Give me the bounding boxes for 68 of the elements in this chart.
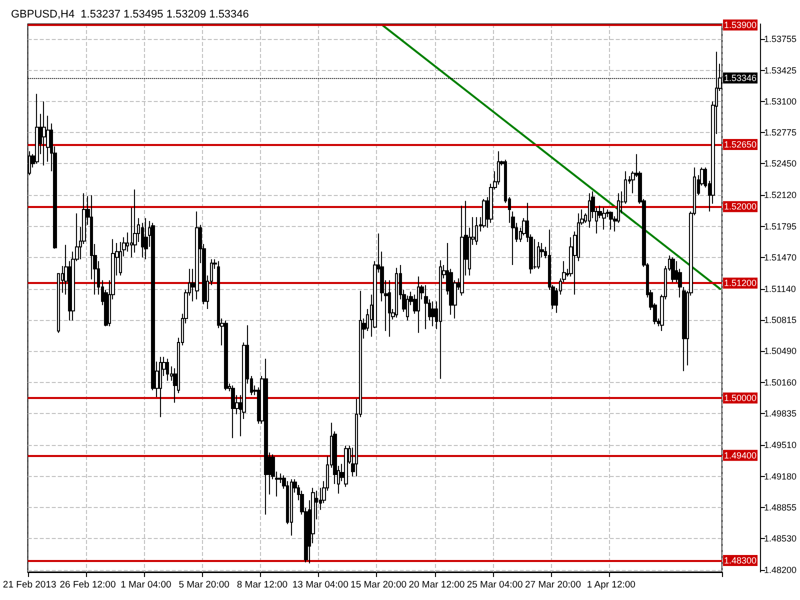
- candlestick: [290, 478, 293, 536]
- candlestick: [141, 222, 144, 258]
- x-tick-label: 20 Mar 12:00: [408, 580, 465, 590]
- x-tick-label: 27 Mar 20:00: [525, 580, 581, 590]
- y-tick-label: 1.50815: [764, 314, 797, 325]
- candlestick: [431, 300, 435, 327]
- candlestick: [475, 216, 478, 246]
- candlestick: [609, 210, 613, 230]
- candlestick: [602, 207, 606, 230]
- y-tick-label: 1.48530: [764, 534, 797, 544]
- candlestick: [166, 358, 169, 382]
- candlestick: [159, 356, 162, 418]
- ref-line-label: 1.53900: [724, 20, 757, 30]
- candlestick: [133, 188, 137, 254]
- x-tick-label: 21 Feb 2013: [2, 580, 56, 590]
- y-tick-label: 1.52120: [764, 190, 797, 200]
- x-tick-label: 25 Mar 04:00: [466, 580, 523, 590]
- y-tick-label: 1.49510: [764, 440, 797, 450]
- candlestick: [671, 256, 675, 283]
- x-tick-label: 13 Mar 04:00: [292, 580, 348, 590]
- x-tick-label: 8 Mar 12:00: [236, 580, 288, 590]
- y-tick-label: 1.49835: [764, 408, 797, 419]
- candlestick: [231, 385, 235, 439]
- y-tick-label: 1.48200: [764, 565, 797, 576]
- candlestick: [388, 280, 391, 338]
- candlestick: [533, 238, 537, 270]
- candlestick: [395, 267, 398, 318]
- candlestick: [119, 242, 122, 276]
- ref-line-label: 1.48300: [724, 556, 757, 566]
- y-tick-label: 1.52450: [764, 158, 797, 169]
- y-tick-label: 1.51140: [764, 284, 796, 294]
- candlestick: [344, 445, 348, 488]
- y-tick-label: 1.50160: [764, 378, 797, 388]
- y-tick-label: 1.50490: [764, 346, 797, 356]
- y-tick-label: 1.51470: [764, 252, 797, 262]
- ref-line-label: 1.52000: [724, 202, 757, 212]
- candlestick: [264, 358, 268, 516]
- candlestick: [460, 205, 464, 296]
- ref-line-label: 1.53346: [724, 72, 757, 83]
- candlestick: [195, 210, 199, 300]
- candlestick: [537, 242, 540, 270]
- x-tick-label: 26 Feb 12:00: [60, 580, 116, 590]
- ref-line-label: 1.51200: [724, 278, 757, 288]
- x-tick-label: 1 Mar 04:00: [120, 580, 172, 590]
- candlestick: [482, 198, 486, 228]
- candlestick: [588, 192, 591, 228]
- y-tick-label: 1.53425: [764, 65, 797, 76]
- candlestick: [224, 320, 228, 391]
- y-tick-label: 1.53755: [764, 34, 797, 44]
- chart-title: GBPUSD,H4 1.53237 1.53495 1.53209 1.53346: [11, 8, 249, 20]
- candlestick: [439, 260, 442, 380]
- y-tick-label: 1.52775: [764, 128, 797, 138]
- candlestick: [35, 93, 39, 164]
- y-tick-label: 1.53100: [764, 96, 797, 106]
- ref-line-label: 1.52650: [724, 140, 757, 150]
- ref-line-label: 1.49400: [724, 450, 757, 460]
- candlestick: [417, 276, 420, 334]
- y-tick-label: 1.48855: [764, 502, 797, 512]
- y-tick-label: 1.49180: [764, 471, 797, 482]
- candlestick: [144, 218, 148, 260]
- ref-line-label: 1.50000: [724, 392, 757, 403]
- candlestick: [424, 284, 428, 330]
- x-tick-label: 15 Mar 20:00: [350, 580, 407, 590]
- x-tick-label: 5 Mar 20:00: [178, 580, 230, 590]
- y-tick-label: 1.51795: [764, 221, 797, 232]
- candlestick: [42, 100, 46, 166]
- candlestick: [497, 150, 500, 186]
- x-tick-label: 1 Apr 12:00: [586, 580, 636, 590]
